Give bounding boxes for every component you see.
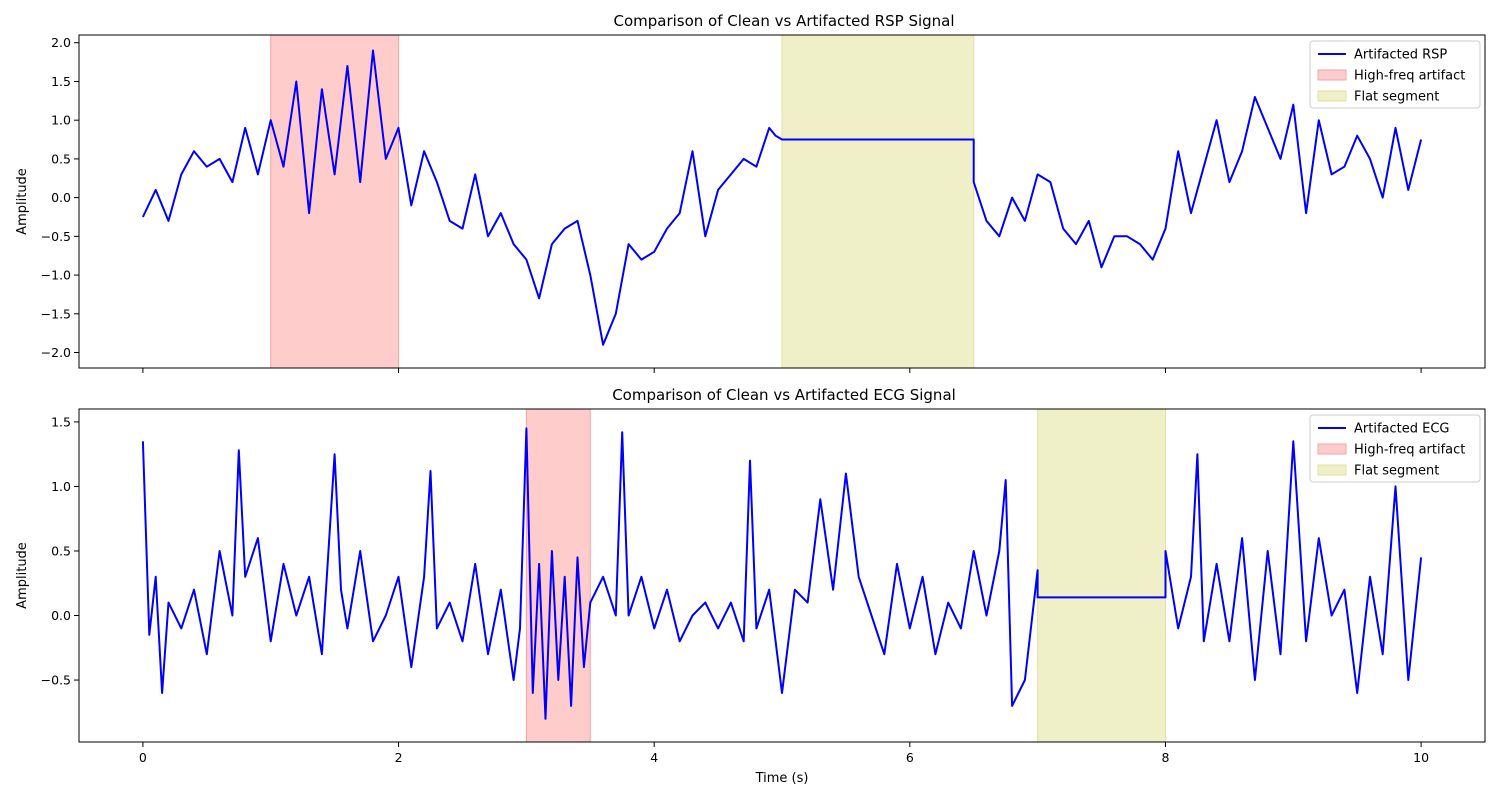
region-high-freq-artifact <box>525 408 591 743</box>
chart-panel-1: −2.0 −1.5 −1.0 −0.5 0.0 0.5 1.0 1.5 2.0 Compariso… <box>15 12 1486 373</box>
legend: Artifacted ECG High-freq artifact Flat seg… <box>1309 414 1481 483</box>
series-line-rsp <box>141 49 1423 346</box>
y-tick-label: 1.5 <box>51 74 71 89</box>
legend-label: Artifacted ECG <box>1354 422 1449 437</box>
y-tick-label: 0.5 <box>51 543 71 558</box>
y-tick-label: 1.0 <box>51 479 71 494</box>
legend-box <box>1309 40 1481 109</box>
legend-label: High-freq artifact <box>1354 69 1465 84</box>
axes-frame <box>78 34 1486 369</box>
y-axis-label: Amplitude <box>15 542 30 609</box>
y-tick-label: −0.5 <box>41 229 71 244</box>
legend-swatch-patch <box>1317 69 1347 81</box>
series-line-ecg <box>141 427 1423 720</box>
legend-box <box>1309 414 1481 483</box>
chart-title: Comparison of Clean vs Artifacted RSP Si… <box>613 12 954 30</box>
x-axis-label: Time (s) <box>755 771 809 786</box>
x-tick-label: 4 <box>650 750 658 765</box>
chart-title: Comparison of Clean vs Artifacted ECG Si… <box>612 386 956 404</box>
legend-swatch-patch <box>1317 90 1347 102</box>
y-tick-label: 0.0 <box>51 608 71 623</box>
y-tick-label: −1.0 <box>41 268 71 283</box>
x-tick-label: 10 <box>1413 750 1429 765</box>
legend-label: Flat segment <box>1354 90 1439 105</box>
y-tick-label: 0.5 <box>51 151 71 166</box>
y-axis-label: Amplitude <box>15 168 30 235</box>
y-tick-label: 0.0 <box>51 190 71 205</box>
legend-swatch-patch <box>1317 443 1347 455</box>
chart-panel-2: 0 2 4 6 8 10 −0.5 0.0 0.5 1.0 1.5 Comparison of Cle… <box>15 386 1486 786</box>
y-tick-label: 2.0 <box>51 35 71 50</box>
region-high-freq-artifact <box>270 34 400 369</box>
y-tick-label: −0.5 <box>41 673 71 688</box>
x-tick-label: 8 <box>1161 750 1169 765</box>
y-tick-label: 1.0 <box>51 113 71 128</box>
y-tick-label: 1.5 <box>51 414 71 429</box>
region-flat-segment <box>1037 408 1166 743</box>
y-tick-label: −2.0 <box>41 345 71 360</box>
legend-swatch-patch <box>1317 464 1347 476</box>
axes-frame <box>78 408 1486 743</box>
x-tick-label: 2 <box>395 750 403 765</box>
x-tick-label: 6 <box>906 750 914 765</box>
legend-label: High-freq artifact <box>1354 443 1465 458</box>
x-tick-label: 0 <box>139 750 147 765</box>
legend: Artifacted RSP High-freq artifact Flat seg… <box>1309 40 1481 109</box>
y-tick-label: −1.5 <box>41 306 71 321</box>
region-flat-segment <box>781 34 975 369</box>
legend-label: Flat segment <box>1354 464 1439 479</box>
legend-label: Artifacted RSP <box>1354 48 1447 63</box>
